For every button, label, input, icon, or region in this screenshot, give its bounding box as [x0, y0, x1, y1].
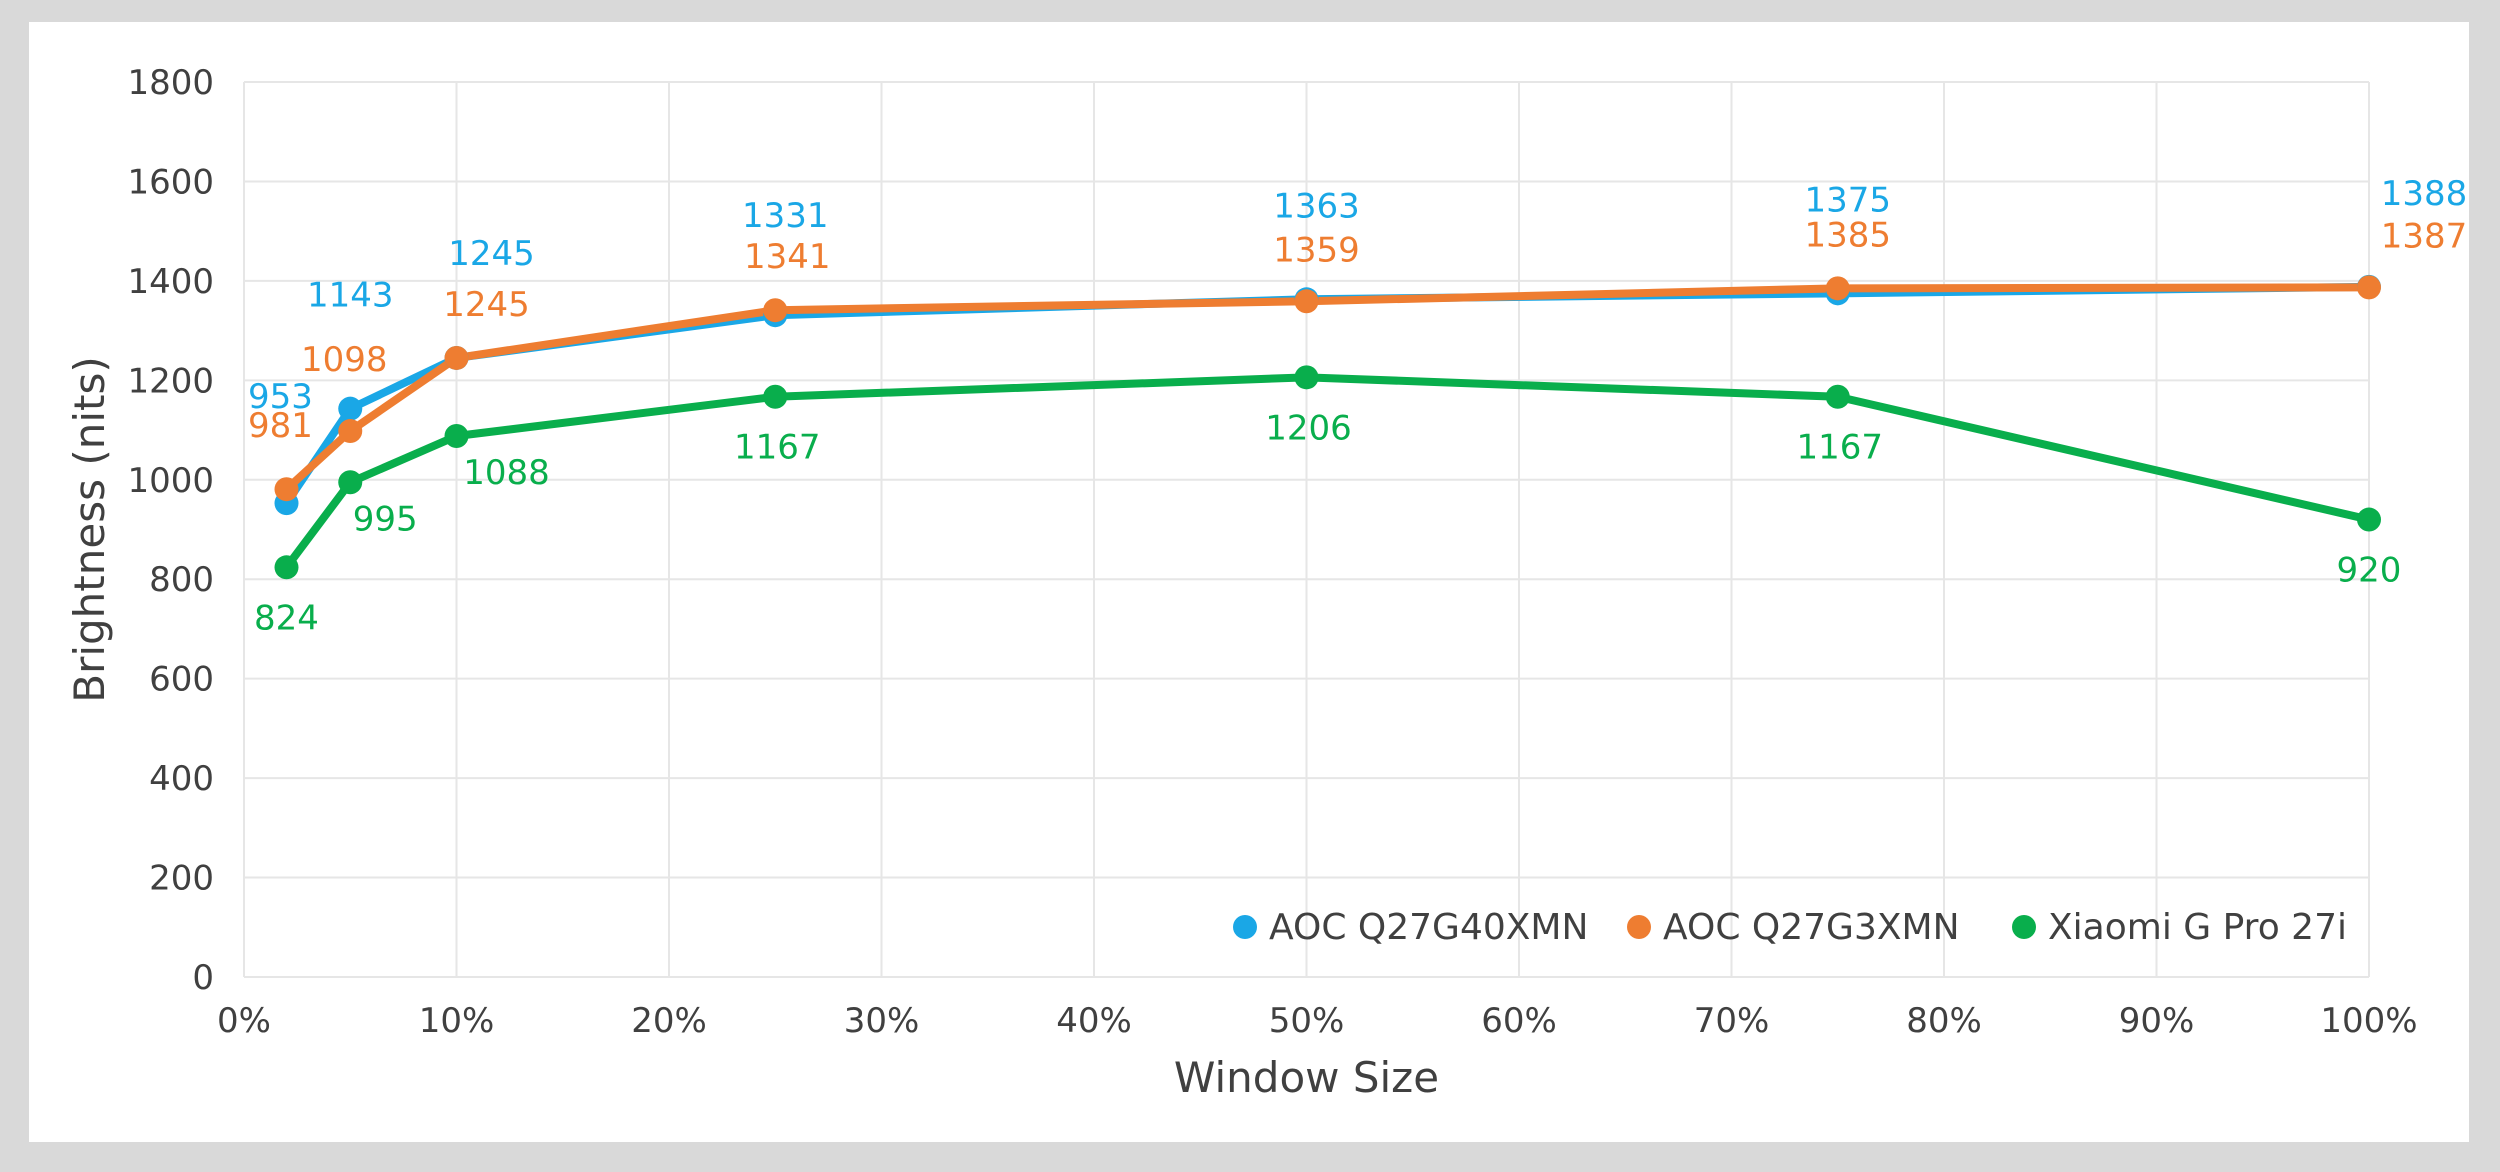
data-label: 920: [2337, 551, 2402, 591]
data-label: 1245: [443, 285, 530, 325]
chart-card: 0 200 400 600 800 1000 1200 1400 1600 1800 0% 10% 20…: [29, 22, 2469, 1142]
data-label: 1206: [1265, 408, 1352, 448]
series-line: [282, 283, 2373, 494]
series-point: [1825, 276, 1850, 301]
x-tick-label: 60%: [1481, 1001, 1557, 1041]
legend-item: AOC Q27G3XMN: [1627, 907, 1960, 948]
series-point: [338, 396, 363, 421]
series-point: [763, 298, 788, 323]
x-tick-label: 100%: [2320, 1001, 2417, 1041]
x-tick-label: 10%: [419, 1001, 495, 1041]
series-point: [1825, 384, 1850, 409]
x-tick-label: 70%: [1694, 1001, 1770, 1041]
data-label: 1363: [1273, 186, 1360, 226]
x-tick-label: 40%: [1056, 1001, 1132, 1041]
axes: 0 200 400 600 800 1000 1200 1400 1600 1800 0% 10% 20…: [127, 63, 2417, 1041]
legend-label: AOC Q27G40XMN: [1269, 907, 1588, 948]
y-tick-label: 200: [149, 859, 214, 899]
legend-item: AOC Q27G40XMN: [1233, 907, 1588, 948]
series-point: [444, 424, 469, 449]
data-label: 1385: [1804, 215, 1891, 255]
y-tick-label: 1600: [127, 162, 214, 202]
x-tick-label: 90%: [2119, 1001, 2195, 1041]
y-tick-label: 1000: [127, 461, 214, 501]
y-tick-label: 1400: [127, 262, 214, 302]
y-tick-label: 1800: [127, 63, 214, 103]
series-point: [274, 555, 299, 580]
x-tick-label: 0%: [217, 1001, 271, 1041]
series-point: [1294, 365, 1319, 390]
data-label: 1387: [2381, 216, 2468, 256]
brightness-line-chart: 0 200 400 600 800 1000 1200 1400 1600 1800 0% 10% 20…: [65, 63, 2467, 1102]
legend-marker: [2012, 915, 2036, 939]
data-label: 824: [254, 598, 319, 638]
series-point: [338, 419, 363, 444]
data-label: 1167: [1796, 428, 1883, 468]
y-axis-title: Brightness (nits): [65, 356, 114, 702]
data-label: 1245: [448, 234, 535, 274]
y-tick-label: 1200: [127, 361, 214, 401]
data-label: 1143: [307, 276, 394, 316]
series-point: [2357, 507, 2381, 532]
data-label: 1388: [2381, 174, 2468, 214]
x-tick-label: 30%: [844, 1001, 920, 1041]
data-label: 1341: [744, 237, 831, 277]
legend-label: AOC Q27G3XMN: [1663, 907, 1960, 948]
y-tick-label: 0: [192, 958, 214, 998]
series-point: [2357, 275, 2381, 300]
y-tick-label: 600: [149, 660, 214, 700]
legend-marker: [1627, 915, 1651, 939]
y-tick-label: 400: [149, 759, 214, 799]
series-lines: [274, 274, 2381, 580]
data-label: 995: [353, 499, 418, 539]
x-tick-label: 50%: [1269, 1001, 1345, 1041]
y-tick-label: 800: [149, 560, 214, 600]
legend: AOC Q27G40XMN AOC Q27G3XMN Xiaomi G Pro 27…: [1233, 907, 2347, 948]
data-label: 1359: [1273, 230, 1360, 270]
series-point: [338, 470, 363, 495]
data-labels: 953 1143 1245 1331 1363 1375 1388 981 1098 1245 13…: [248, 174, 2467, 638]
grid-lines: [243, 81, 2370, 978]
series-line: [282, 373, 2373, 572]
data-label: 953: [248, 377, 313, 417]
legend-label: Xiaomi G Pro 27i: [2048, 907, 2347, 948]
series-point: [1294, 289, 1319, 314]
data-label: 1088: [463, 453, 550, 493]
series-line: [282, 282, 2373, 508]
x-tick-label: 20%: [631, 1001, 707, 1041]
series-point: [274, 477, 299, 502]
data-label: 1098: [301, 340, 388, 380]
x-axis-title: Window Size: [1174, 1053, 1439, 1102]
series-point: [444, 345, 469, 370]
data-label: 1331: [742, 196, 829, 236]
series-point: [763, 384, 788, 409]
data-label: 1167: [734, 428, 821, 468]
data-label: 1375: [1804, 180, 1891, 220]
data-label: 981: [248, 406, 313, 446]
legend-item: Xiaomi G Pro 27i: [2012, 907, 2347, 948]
legend-marker: [1233, 915, 1257, 939]
x-tick-label: 80%: [1906, 1001, 1982, 1041]
